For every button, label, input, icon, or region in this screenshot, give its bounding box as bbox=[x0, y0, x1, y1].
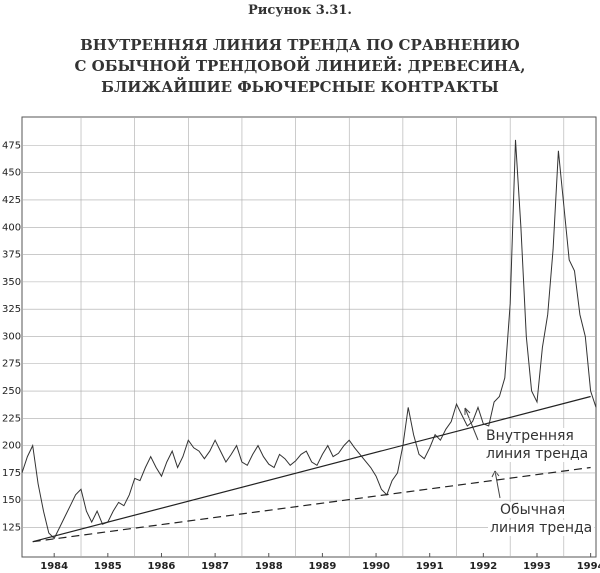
trend-label: Внутренняя bbox=[486, 428, 574, 444]
x-tick-label: 1991 bbox=[416, 561, 444, 572]
trend-line bbox=[32, 395, 591, 543]
y-tick-label: 400 bbox=[2, 222, 21, 233]
y-tick-label: 275 bbox=[2, 359, 21, 370]
plot-frame bbox=[21, 116, 597, 558]
arrow-head bbox=[464, 407, 471, 415]
y-tick-label: 300 bbox=[2, 331, 21, 342]
x-tick-label: 1986 bbox=[148, 561, 176, 572]
arrow bbox=[464, 407, 479, 441]
price-line bbox=[21, 139, 597, 540]
y-tick-label: 325 bbox=[2, 304, 21, 315]
x-tick-label: 1984 bbox=[40, 561, 68, 572]
x-tick-label: 1990 bbox=[362, 561, 390, 572]
y-tick-label: 200 bbox=[2, 441, 21, 452]
x-tick-label: 1987 bbox=[201, 561, 229, 572]
label-bg bbox=[488, 520, 595, 536]
arrow-head bbox=[491, 470, 500, 478]
trend-label: линия тренда bbox=[490, 520, 592, 536]
x-tick-label: 1988 bbox=[255, 561, 283, 572]
x-tick-label: 1993 bbox=[523, 561, 551, 572]
label-bg bbox=[498, 502, 568, 518]
y-tick-label: 150 bbox=[2, 495, 21, 506]
y-tick-label: 225 bbox=[2, 413, 21, 424]
y-tick-label: 175 bbox=[2, 468, 21, 479]
y-tick-label: 475 bbox=[2, 140, 21, 151]
chart-title: ВНУТРЕННЯЯ ЛИНИЯ ТРЕНДА ПО СРАВНЕНИЮ bbox=[80, 36, 520, 54]
trend-label: Обычная bbox=[500, 502, 565, 518]
y-tick-label: 125 bbox=[2, 523, 21, 534]
x-tick-label: 1992 bbox=[469, 561, 497, 572]
label-bg bbox=[484, 446, 591, 462]
chart-title: БЛИЖАЙШИЕ ФЬЮЧЕРСНЫЕ КОНТРАКТЫ bbox=[101, 77, 499, 96]
label-bg bbox=[484, 428, 576, 444]
trend-line bbox=[32, 466, 591, 543]
y-tick-label: 375 bbox=[2, 250, 21, 261]
x-tick-label: 1989 bbox=[308, 561, 336, 572]
y-tick-label: 250 bbox=[2, 386, 21, 397]
y-tick-label: 350 bbox=[2, 277, 21, 288]
trend-label: линия тренда bbox=[486, 446, 588, 462]
x-tick-label: 1994 bbox=[577, 561, 600, 572]
arrow bbox=[494, 470, 501, 499]
x-tick-label: 1985 bbox=[94, 561, 122, 572]
chart-title: С ОБЫЧНОЙ ТРЕНДОВОЙ ЛИНИЕЙ: ДРЕВЕСИНА, bbox=[74, 56, 525, 75]
y-tick-label: 425 bbox=[2, 195, 21, 206]
figure-label: Рисунок 3.31. bbox=[248, 3, 352, 18]
y-tick-label: 450 bbox=[2, 168, 21, 179]
